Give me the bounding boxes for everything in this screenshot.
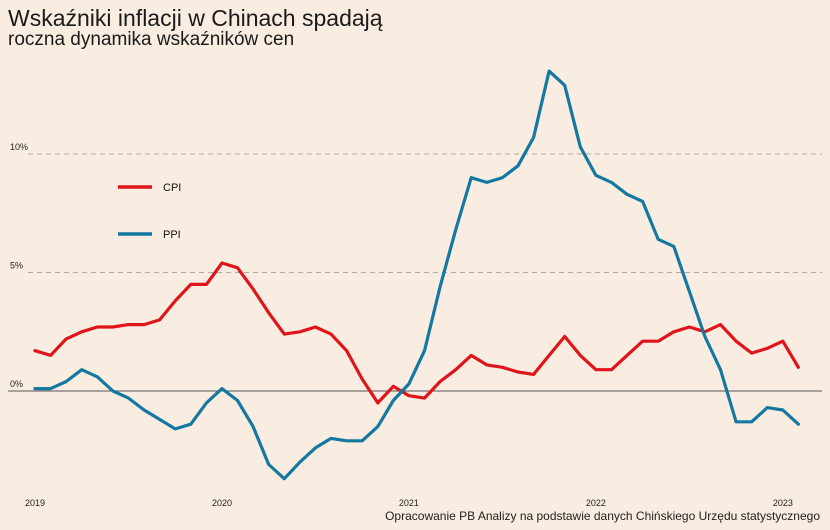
- legend-label-cpi: CPI: [163, 182, 181, 194]
- x-tick-label: 2020: [212, 498, 232, 508]
- y-tick-label: 10%: [10, 142, 28, 152]
- series-line-cpi: [33, 261, 801, 405]
- series-line-ppi: [33, 69, 801, 481]
- chart-subtitle: roczna dynamika wskaźników cen: [8, 29, 295, 50]
- x-tick-label: 2022: [586, 498, 606, 508]
- x-tick-label: 2023: [773, 498, 793, 508]
- y-tick-label: 0%: [10, 379, 23, 389]
- x-tick-label: 2019: [25, 498, 45, 508]
- source-note: Opracowanie PB Analizy na podstawie dany…: [385, 509, 820, 523]
- legend-label-ppi: PPI: [163, 229, 181, 241]
- chart-title: Wskaźniki inflacji w Chinach spadają: [8, 5, 383, 31]
- y-tick-label: 5%: [10, 261, 23, 271]
- x-tick-label: 2021: [399, 498, 419, 508]
